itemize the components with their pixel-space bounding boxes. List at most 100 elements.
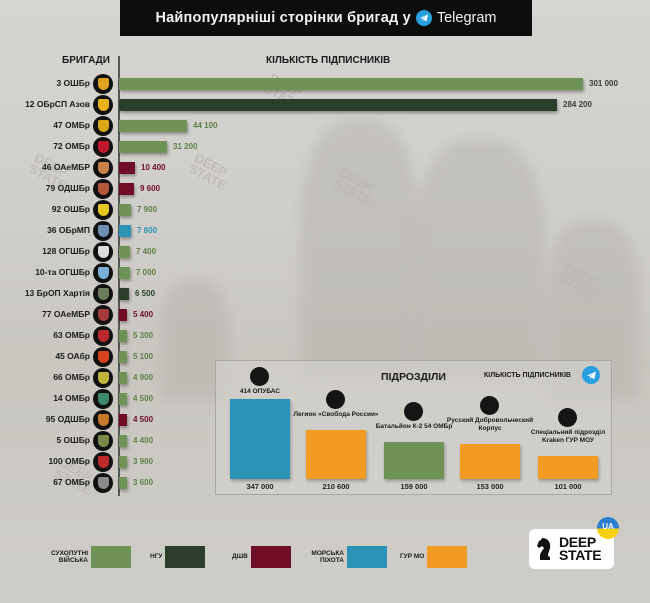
bar-row: 79 ОДШБр 9 600	[0, 179, 650, 199]
subunits-panel: ПІДРОЗДІЛИ КІЛЬКІСТЬ ПІДПИСНИКІВ 414 ОПУ…	[215, 360, 612, 495]
brigade-emblem-icon	[93, 431, 113, 451]
subunit-bar	[384, 442, 444, 479]
subunit-value: 347 000	[246, 482, 274, 491]
bar-row: 66 ОМБр 4 900	[0, 368, 650, 388]
brigade-label: 128 ОГШБр	[42, 246, 90, 256]
brigade-label: 45 ОАбр	[55, 351, 90, 361]
brigades-header: БРИГАДИ	[62, 55, 110, 66]
subunit-column: Легион «Свобода России» 210 600	[293, 361, 379, 491]
subscriber-value: 4 900	[133, 373, 154, 382]
subscriber-bar	[119, 435, 127, 447]
legend: СУХОПУТНІ ВІЙСЬКА НГУ ДШВ МОРСЬКА ПІХОТА…	[0, 546, 520, 571]
subunit-value: 159 000	[400, 482, 428, 491]
subscriber-value: 4 400	[133, 436, 154, 445]
subscriber-bar	[119, 183, 134, 195]
legend-swatch	[250, 546, 291, 568]
bar-row: 36 ОБрМП 7 800	[0, 221, 650, 241]
chart-title: Найпопулярніші сторінки бригад у	[155, 10, 411, 26]
subscriber-value: 7 800	[137, 226, 158, 235]
brigade-label: 92 ОШБр	[51, 204, 90, 214]
subscriber-value: 3 600	[133, 478, 154, 487]
legend-label: ДШВ	[232, 553, 248, 561]
subscriber-value: 9 600	[140, 184, 161, 193]
brigade-emblem-icon	[93, 284, 113, 304]
brigade-emblem-icon	[93, 368, 113, 388]
subscriber-value: 6 500	[135, 289, 156, 298]
subunit-column: Батальйон К-2 54 ОМБр 159 000	[376, 361, 452, 491]
subscriber-bar	[119, 204, 131, 216]
brigade-label: 36 ОБрМП	[47, 225, 90, 235]
subscriber-value: 31 200	[173, 142, 198, 151]
brigade-emblem-icon	[93, 221, 113, 241]
brigade-emblem-icon	[93, 179, 113, 199]
brigade-label: 95 ОДШБр	[45, 414, 90, 424]
brigade-emblem-icon	[93, 347, 113, 367]
brigade-label: 72 ОМБр	[53, 141, 90, 151]
legend-item-gur: ГУР МО	[400, 546, 468, 568]
brigade-label: 10-та ОГШБр	[35, 267, 90, 277]
telegram-label: Telegram	[436, 10, 497, 26]
bar-row: 45 ОАбр 5 100	[0, 347, 650, 367]
deepstate-logo: DEEP STATE	[529, 529, 614, 569]
legend-item-ngu: НГУ	[150, 546, 206, 568]
subscriber-value: 7 000	[136, 268, 157, 277]
legend-label: НГУ	[150, 553, 163, 561]
legend-item-ground-forces: СУХОПУТНІ ВІЙСЬКА	[48, 546, 131, 568]
logo-line-2: STATE	[559, 547, 602, 563]
subscriber-bar	[119, 372, 127, 384]
brigade-emblem-icon	[93, 326, 113, 346]
brigade-label: 47 ОМБр	[53, 120, 90, 130]
subscriber-bar	[119, 141, 167, 153]
subscriber-value: 5 300	[133, 331, 154, 340]
subscriber-value: 10 400	[141, 163, 166, 172]
legend-swatch	[91, 546, 131, 568]
subscriber-bar	[119, 309, 127, 321]
subunits-subscribers-label: КІЛЬКІСТЬ ПІДПИСНИКІВ	[484, 372, 571, 379]
brigade-label: 77 ОАеМБР	[42, 309, 90, 319]
bar-row: 5 ОШБр 4 400	[0, 431, 650, 451]
brigade-label: 14 ОМБр	[53, 393, 90, 403]
bar-row: 13 БрОП Хартія 6 500	[0, 284, 650, 304]
bar-row: 92 ОШБр 7 900	[0, 200, 650, 220]
subscriber-bar	[119, 456, 127, 468]
subunit-label: Легион «Свобода России»	[293, 411, 379, 418]
brigade-emblem-icon	[93, 410, 113, 430]
legend-item-marines: МОРСЬКА ПІХОТА	[306, 546, 387, 568]
title-bar: Найпопулярніші сторінки бригад у Telegra…	[120, 0, 532, 36]
subscriber-bar	[119, 288, 129, 300]
background-soldier-silhouette	[300, 120, 420, 380]
bar-row: 47 ОМБр 44 100	[0, 116, 650, 136]
subscriber-value: 7 900	[137, 205, 158, 214]
subunit-emblem-icon	[404, 402, 423, 421]
subunit-column: Русский Добровольческий Корпус 153 000	[447, 361, 533, 491]
brigade-emblem-icon	[93, 137, 113, 157]
brigade-label: 79 ОДШБр	[45, 183, 90, 193]
subunit-value: 210 600	[322, 482, 350, 491]
bar-row: 3 ОШБр 301 000	[0, 74, 650, 94]
brigade-label: 46 ОАеМБР	[42, 162, 90, 172]
brigade-emblem-icon	[93, 263, 113, 283]
subunit-emblem-icon	[326, 390, 345, 409]
subscriber-value: 4 500	[133, 415, 154, 424]
subunit-emblem-icon	[480, 396, 499, 415]
logo-line-1: DEEP	[559, 534, 596, 550]
brigade-emblem-icon	[93, 389, 113, 409]
brigade-emblem-icon	[93, 452, 113, 472]
brigade-emblem-icon	[93, 305, 113, 325]
subunits-title: ПІДРОЗДІЛИ	[381, 371, 446, 383]
bar-row: 46 ОАеМБР 10 400	[0, 158, 650, 178]
legend-label: МОРСЬКА ПІХОТА	[311, 549, 344, 565]
subscriber-bar	[119, 393, 127, 405]
ua-badge: UA	[597, 517, 619, 539]
subscriber-value: 4 500	[133, 394, 154, 403]
telegram-icon	[415, 10, 432, 26]
subscriber-value: 3 900	[133, 457, 154, 466]
brigade-emblem-icon	[93, 200, 113, 220]
subunit-bar	[230, 399, 290, 479]
subscriber-bar	[119, 351, 127, 363]
bar-row: 72 ОМБр 31 200	[0, 137, 650, 157]
subunit-value: 153 000	[476, 482, 504, 491]
subscriber-value: 5 400	[133, 310, 154, 319]
bar-row: 12 ОБрСП Азов 284 200	[0, 95, 650, 115]
brigade-emblem-icon	[93, 473, 113, 493]
